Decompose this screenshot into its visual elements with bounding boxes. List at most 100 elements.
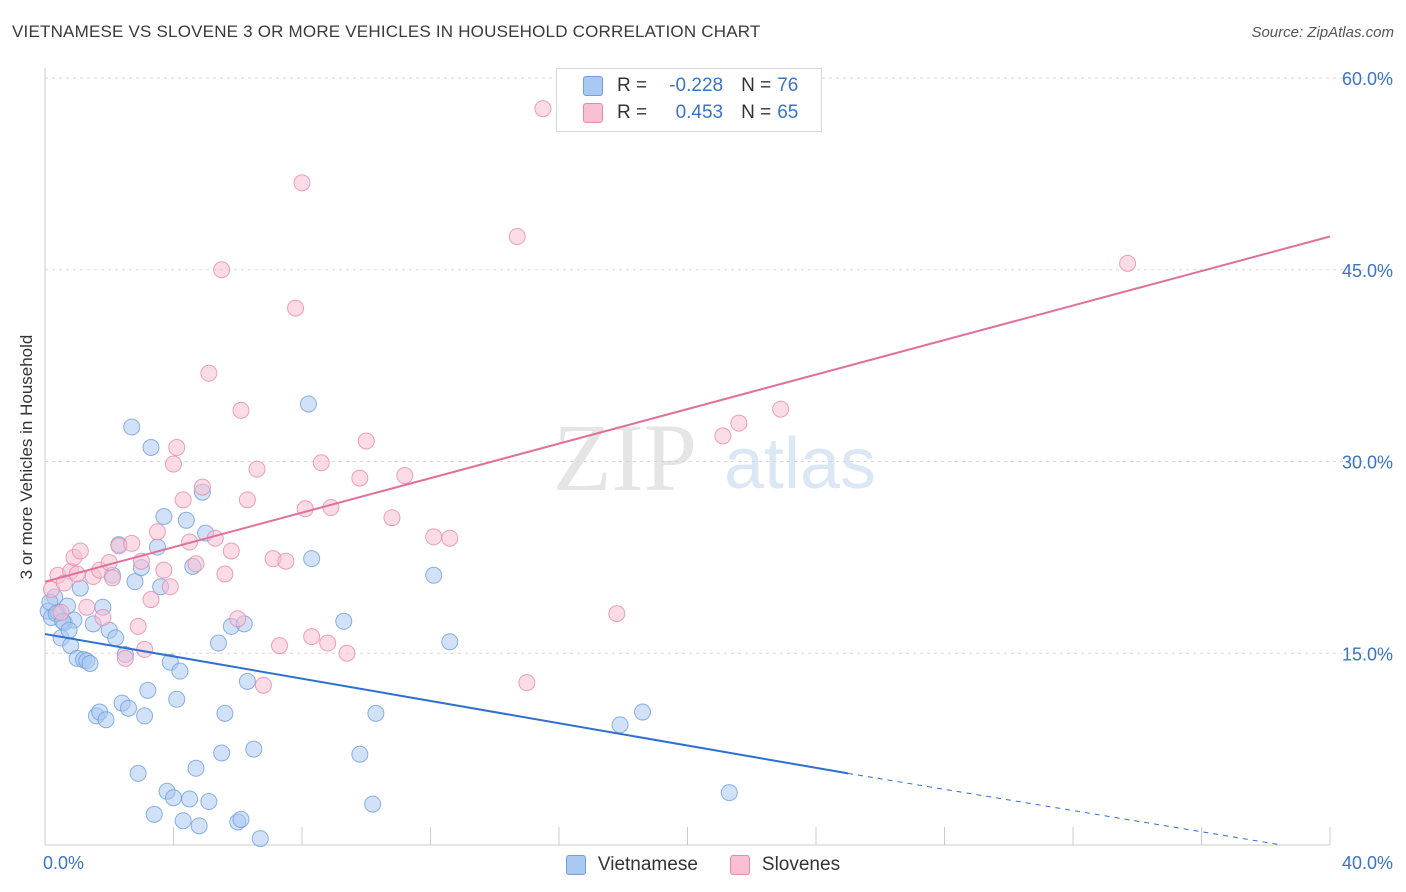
x-tick-label: 40.0%	[1342, 853, 1393, 873]
data-point-slovenes	[293, 174, 311, 192]
data-point-vietnamese	[165, 789, 182, 807]
data-point-slovenes	[174, 491, 192, 509]
legend-swatch-vietnamese	[565, 855, 586, 875]
data-point-vietnamese	[136, 707, 154, 725]
data-point-vietnamese	[364, 795, 382, 813]
data-point-slovenes	[518, 674, 536, 692]
source-note: Source: ZipAtlas.com	[1251, 24, 1394, 41]
legend-swatch-slovenes	[729, 855, 750, 875]
data-point-vietnamese	[139, 681, 157, 699]
legend-row-vietnamese: R = -0.228 N = 76	[583, 73, 798, 99]
data-point-vietnamese	[232, 810, 250, 828]
data-point-slovenes	[730, 414, 748, 432]
data-point-vietnamese	[187, 759, 205, 777]
data-point-slovenes	[534, 100, 552, 118]
data-point-slovenes	[116, 649, 134, 667]
trend-lines	[44, 235, 1331, 846]
trend-line-vietnamese	[44, 633, 849, 775]
data-point-vietnamese	[107, 629, 125, 647]
data-point-vietnamese	[120, 699, 138, 717]
data-point-vietnamese	[209, 634, 227, 652]
x-tick-label: 0.0%	[43, 853, 84, 873]
data-point-slovenes	[78, 598, 96, 616]
data-point-slovenes	[222, 542, 240, 560]
data-point-vietnamese	[126, 573, 144, 591]
trend-line-dashed-vietnamese	[848, 772, 1282, 846]
watermark-zip: ZIP	[553, 404, 697, 511]
watermark: ZIP atlas	[553, 404, 876, 511]
correlation-legend: R = -0.228 N = 76 R = 0.453 N = 65	[556, 68, 822, 132]
data-point-slovenes	[103, 569, 121, 587]
y-tick-label: 15.0%	[1342, 644, 1393, 664]
data-point-vietnamese	[720, 784, 738, 802]
data-point-slovenes	[200, 364, 218, 382]
data-point-slovenes	[148, 523, 166, 541]
data-point-slovenes	[129, 617, 147, 635]
data-point-vietnamese	[245, 740, 263, 758]
legend-r-value: -0.228	[669, 75, 724, 96]
data-point-slovenes	[229, 610, 247, 628]
data-point-slovenes	[287, 299, 305, 317]
data-point-vietnamese	[335, 612, 353, 630]
data-point-slovenes	[303, 628, 321, 646]
data-point-slovenes	[277, 552, 295, 570]
data-point-slovenes	[714, 427, 732, 445]
data-point-slovenes	[441, 529, 459, 547]
data-point-slovenes	[187, 555, 205, 573]
legend-item-slovenes[interactable]: Slovenes	[729, 854, 841, 876]
data-point-slovenes	[165, 455, 182, 473]
data-point-slovenes	[396, 467, 414, 485]
data-point-slovenes	[216, 565, 234, 583]
series-legend: Vietnamese Slovenes	[0, 852, 1406, 878]
data-point-slovenes	[425, 528, 443, 546]
legend-n-value: 76	[777, 75, 799, 96]
data-point-slovenes	[71, 542, 89, 560]
data-point-vietnamese	[299, 395, 317, 413]
data-point-slovenes	[193, 478, 211, 496]
data-point-vietnamese	[367, 704, 385, 722]
data-point-slovenes	[168, 438, 186, 456]
legend-r-value: 0.453	[675, 102, 724, 123]
data-point-vietnamese	[123, 418, 141, 436]
data-point-slovenes	[232, 401, 250, 419]
legend-item-vietnamese[interactable]: Vietnamese	[565, 854, 698, 876]
data-point-vietnamese	[145, 805, 163, 823]
legend-swatch-slovenes	[583, 103, 603, 123]
data-points	[39, 100, 1137, 848]
tick-labels: 15.0% 30.0% 45.0% 60.0% 0.0% 40.0%	[43, 69, 1393, 873]
data-point-slovenes	[254, 676, 272, 694]
data-point-vietnamese	[129, 764, 147, 782]
legend-label-slovenes: Slovenes	[761, 854, 841, 875]
chart-title: VIETNAMESE VS SLOVENE 3 OR MORE VEHICLES…	[12, 22, 761, 41]
data-point-vietnamese	[155, 507, 173, 525]
data-point-vietnamese	[181, 790, 199, 808]
data-point-vietnamese	[351, 745, 369, 763]
data-point-vietnamese	[303, 550, 321, 568]
legend-swatch-vietnamese	[583, 76, 603, 96]
data-point-slovenes	[1119, 254, 1137, 272]
data-point-vietnamese	[177, 511, 195, 529]
data-point-vietnamese	[251, 830, 269, 848]
data-point-vietnamese	[190, 817, 208, 835]
watermark-atlas: atlas	[724, 424, 876, 504]
data-point-slovenes	[155, 561, 173, 579]
data-point-vietnamese	[97, 711, 115, 729]
data-point-vietnamese	[60, 621, 78, 639]
data-point-slovenes	[508, 228, 526, 246]
legend-n-label: N =	[741, 75, 772, 96]
data-point-slovenes	[123, 534, 141, 552]
legend-n-value: 65	[777, 102, 799, 123]
data-point-slovenes	[772, 400, 790, 418]
gridlines	[45, 77, 1392, 654]
data-point-slovenes	[319, 634, 337, 652]
data-point-slovenes	[338, 644, 356, 662]
data-point-vietnamese	[71, 579, 89, 597]
data-point-slovenes	[608, 605, 626, 623]
data-point-vietnamese	[216, 704, 234, 722]
data-point-slovenes	[52, 603, 70, 621]
y-tick-label: 45.0%	[1342, 261, 1393, 281]
legend-label-vietnamese: Vietnamese	[597, 854, 698, 875]
data-point-slovenes	[322, 499, 340, 517]
data-point-slovenes	[142, 591, 160, 609]
